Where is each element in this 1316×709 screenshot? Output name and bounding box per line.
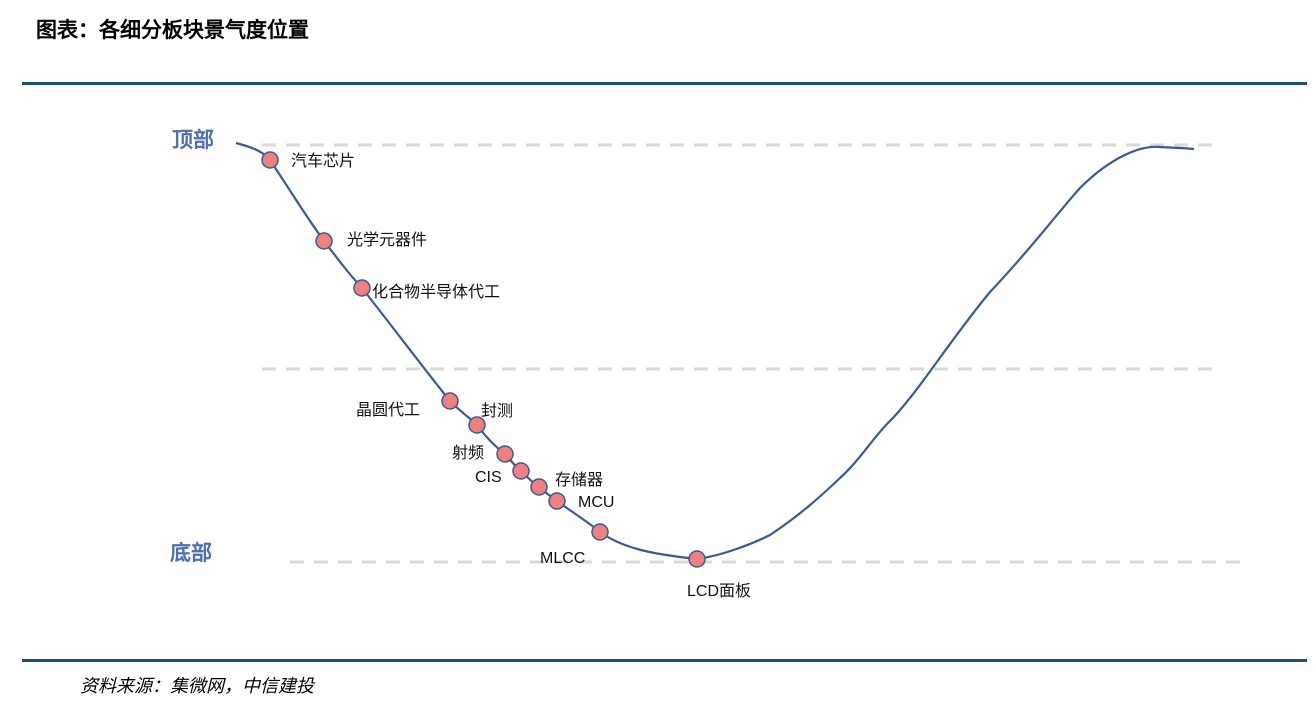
point-memory: 存储器 [530,470,603,496]
point-label: 存储器 [555,470,603,489]
point-compound-foundry: 化合物半导体代工 [353,279,500,301]
point-label: LCD面板 [687,582,751,600]
point-marker [441,392,459,410]
point-marker [548,492,566,510]
point-cis: CIS [475,462,530,486]
point-mlcc: MLCC [540,523,609,567]
top-level-label: 顶部 [172,127,214,152]
point-label: 射频 [452,443,484,462]
point-label: 光学元器件 [347,230,427,249]
point-label: 化合物半导体代工 [372,282,500,301]
point-label: CIS [475,469,502,486]
point-marker [591,523,609,541]
point-marker [688,550,706,568]
point-label: 汽车芯片 [291,151,355,170]
cycle-curve [235,141,1195,561]
point-marker [261,151,279,169]
bottom-divider [22,659,1307,662]
point-auto-chip: 汽车芯片 [261,151,355,170]
point-marker [315,232,333,250]
point-marker [530,478,548,496]
point-rf: 射频 [452,443,514,463]
source-note: 资料来源：集微网，中信建投 [80,676,314,697]
point-packaging-test: 封测 [468,401,513,434]
point-lcd: LCD面板 [687,550,751,600]
point-wafer-foundry: 晶圆代工 [356,392,459,419]
point-label: 封测 [481,401,513,420]
page-title: 图表：各细分板块景气度位置 [36,18,309,42]
point-marker [512,462,530,480]
point-marker [353,279,371,297]
top-divider [22,82,1307,85]
point-mcu: MCU [548,492,614,511]
point-optical: 光学元器件 [315,230,427,250]
bottom-level-label: 底部 [170,540,212,565]
point-label: MCU [578,494,614,511]
point-label: MLCC [540,550,585,567]
point-marker [496,445,514,463]
point-label: 晶圆代工 [356,400,420,419]
point-marker [468,416,486,434]
